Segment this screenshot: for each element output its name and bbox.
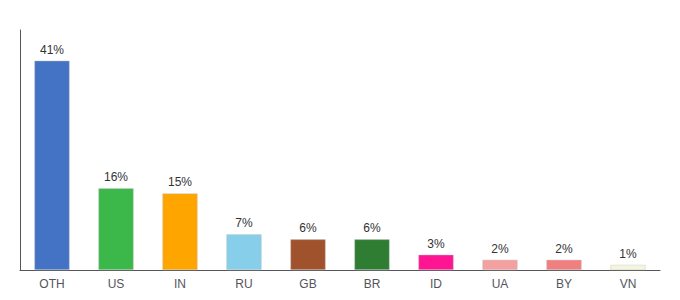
svg-text:6%: 6% [299,221,317,235]
svg-text:IN: IN [174,277,186,291]
svg-text:RU: RU [235,277,252,291]
svg-text:GB: GB [299,277,316,291]
svg-text:US: US [108,277,125,291]
svg-text:2%: 2% [555,242,573,256]
svg-text:BR: BR [364,277,381,291]
svg-text:BY: BY [556,277,572,291]
svg-text:OTH: OTH [39,277,64,291]
svg-text:3%: 3% [427,237,445,251]
svg-text:UA: UA [492,277,509,291]
svg-text:15%: 15% [168,175,192,189]
svg-text:ID: ID [430,277,442,291]
svg-text:2%: 2% [491,242,509,256]
svg-text:7%: 7% [235,216,253,230]
svg-text:16%: 16% [104,170,128,184]
svg-text:1%: 1% [619,247,637,261]
svg-text:6%: 6% [363,221,381,235]
svg-text:41%: 41% [40,43,64,57]
svg-text:VN: VN [620,277,637,291]
